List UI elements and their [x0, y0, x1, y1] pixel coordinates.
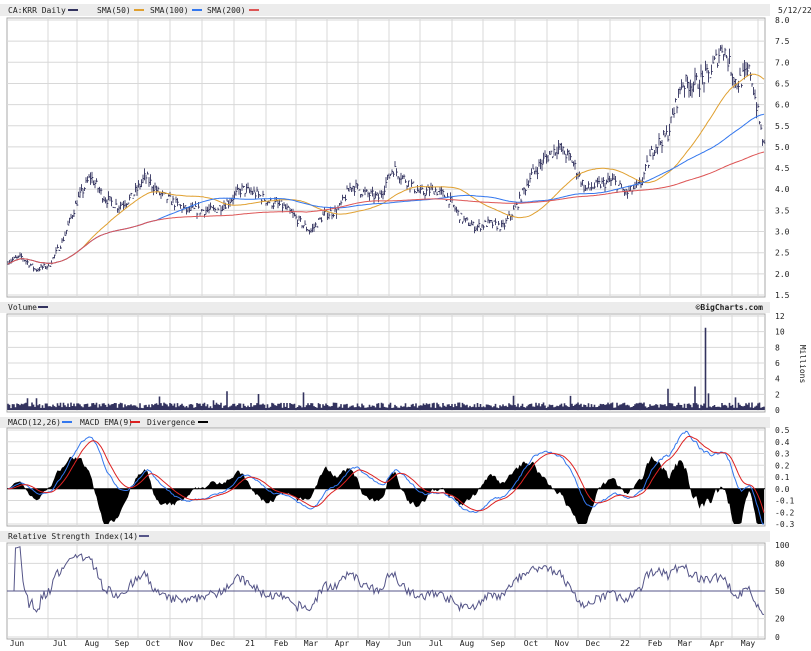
y-tick-label: -0.3	[775, 520, 794, 529]
x-tick-label: Feb	[648, 639, 663, 648]
y-tick-label: 4	[775, 375, 780, 384]
y-tick-label: 2.5	[775, 249, 790, 258]
y-tick-label: 0.0	[775, 485, 790, 494]
y-tick-label: 6.5	[775, 79, 790, 88]
volume-header-bar	[0, 302, 770, 313]
x-tick-label: Sep	[115, 639, 130, 648]
sma200-swatch	[249, 9, 259, 11]
x-tick-label: Jun	[397, 639, 412, 648]
date-label: 5/12/22	[778, 6, 811, 15]
x-tick-label: Apr	[335, 639, 350, 648]
x-tick-label: 21	[245, 639, 255, 648]
y-tick-label: 0.3	[775, 450, 790, 459]
macd-signal-line	[7, 435, 765, 513]
x-tick-label: Dec	[586, 639, 601, 648]
x-tick-label: Nov	[555, 639, 570, 648]
y-tick-label: 8.0	[775, 16, 790, 25]
y-tick-label: 0	[775, 406, 780, 415]
y-tick-label: 8	[775, 343, 780, 352]
volume-bars	[7, 327, 765, 410]
sma50-label: SMA(50)	[97, 6, 131, 15]
y-tick-label: 20	[775, 615, 785, 624]
x-tick-label: Aug	[85, 639, 100, 648]
y-tick-label: 0.5	[775, 426, 790, 435]
x-tick-label: Jun	[10, 639, 25, 648]
y-tick-label: -0.2	[775, 508, 794, 517]
y-tick-label: 0	[775, 633, 780, 642]
divergence-area	[8, 456, 764, 524]
divergence-label: Divergence	[147, 418, 195, 427]
bigcharts-logo: ©BigCharts.com	[696, 302, 764, 312]
x-tick-label: May	[366, 639, 381, 648]
y-tick-label: 0.2	[775, 461, 790, 470]
macd-header-bar	[0, 417, 770, 428]
macd-label: MACD(12,26)	[8, 418, 61, 427]
y-tick-label: 2	[775, 390, 780, 399]
x-tick-label: Mar	[678, 639, 693, 648]
sma50-swatch	[134, 9, 144, 11]
y-tick-label: 4.0	[775, 185, 790, 194]
sma50-line	[7, 73, 765, 265]
price-bars	[7, 44, 766, 272]
y-tick-label: 12	[775, 312, 785, 321]
price-legend-swatch	[68, 9, 78, 11]
rsi-swatch	[139, 535, 149, 537]
price-plot-area	[6, 17, 766, 298]
y-tick-label: 3.0	[775, 228, 790, 237]
rsi-label: Relative Strength Index(14)	[8, 532, 138, 541]
y-tick-label: 0.4	[775, 438, 790, 447]
x-tick-label: Apr	[710, 639, 725, 648]
volume-swatch	[38, 306, 48, 308]
x-tick-label: Jul	[429, 639, 444, 648]
sma100-swatch	[192, 9, 202, 11]
macd-ema-label: MACD EMA(9)	[80, 418, 133, 427]
y-tick-label: 50	[775, 587, 785, 596]
x-tick-label: Oct	[524, 639, 539, 648]
y-tick-label: 100	[775, 541, 790, 550]
y-tick-label: 1.5	[775, 291, 790, 300]
symbol-label: CA:KRR Daily	[8, 6, 66, 15]
x-tick-label: Aug	[460, 639, 475, 648]
sma200-line	[7, 151, 765, 265]
y-tick-label: 2.0	[775, 270, 790, 279]
y-tick-label: 5.0	[775, 143, 790, 152]
price-header-bar	[0, 4, 770, 16]
divergence-swatch	[198, 421, 208, 423]
x-tick-label: Sep	[491, 639, 506, 648]
x-tick-label: Jul	[53, 639, 68, 648]
x-tick-label: Mar	[304, 639, 319, 648]
volume-label: Volume	[8, 303, 37, 312]
x-tick-label: May	[741, 639, 756, 648]
x-tick-label: Feb	[274, 639, 289, 648]
volume-unit: Millions	[798, 345, 807, 384]
y-tick-label: 6.0	[775, 101, 790, 110]
y-tick-label: 0.1	[775, 473, 790, 482]
rsi-line	[8, 546, 765, 615]
x-tick-label: Oct	[146, 639, 161, 648]
x-tick-label: Dec	[211, 639, 226, 648]
sma200-label: SMA(200)	[207, 6, 246, 15]
y-tick-label: 3.5	[775, 206, 790, 215]
x-tick-label: Nov	[179, 639, 194, 648]
y-tick-label: 5.5	[775, 122, 790, 131]
y-tick-label: 7.5	[775, 37, 790, 46]
y-tick-label: 4.5	[775, 164, 790, 173]
x-tick-label: 22	[620, 639, 630, 648]
y-tick-label: 80	[775, 559, 785, 568]
macd-ema-swatch	[130, 421, 140, 423]
y-tick-label: 10	[775, 328, 785, 337]
y-tick-label: 7.0	[775, 58, 790, 67]
rsi-header-bar	[0, 531, 770, 542]
sma100-label: SMA(100)	[150, 6, 189, 15]
macd-swatch	[62, 421, 72, 423]
y-tick-label: 6	[775, 359, 780, 368]
y-tick-label: -0.1	[775, 497, 794, 506]
